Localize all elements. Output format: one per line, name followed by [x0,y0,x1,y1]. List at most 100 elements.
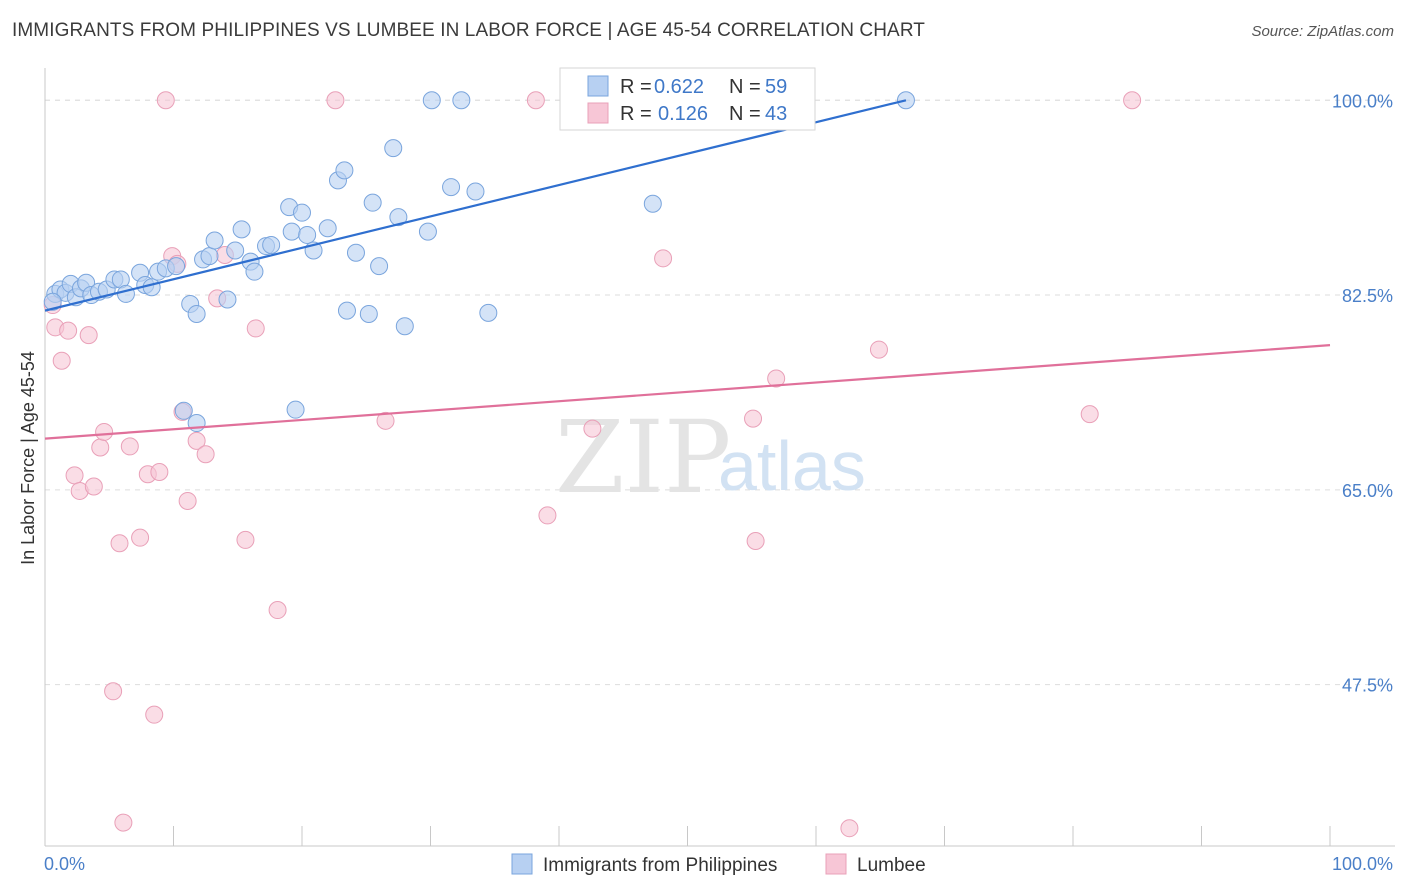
lumbee-point [120,437,139,456]
philippines-point [200,247,219,266]
philippines-point [245,262,264,281]
philippines-point [359,304,378,323]
philippines-point [232,220,251,239]
legend-n-label-1: N = [729,76,761,98]
philippines-point [205,231,224,250]
lumbee-point [746,532,765,551]
philippines-point [452,91,471,110]
source-label: Source: ZipAtlas.com [1251,23,1394,40]
lumbee-point [1080,405,1099,424]
philippines-point [384,139,403,158]
lumbee-point [84,477,103,496]
philippines-point [466,182,485,201]
philippines-point [422,91,441,110]
philippines-point [337,301,356,320]
lumbee-point [526,91,545,110]
y-tick-labels: 47.5% 65.0% 82.5% 100.0% [1332,91,1393,695]
legend-r-value-2: 0.126 [658,103,708,125]
axes [44,68,1395,847]
y-tick-label: 100.0% [1332,91,1393,111]
bottom-legend-swatch-lumbee [825,853,847,875]
lumbee-point [79,326,98,345]
legend-r-label-1: R = [620,76,652,98]
philippines-point [346,243,365,262]
philippines-point [187,304,206,323]
philippines-point [142,278,161,297]
lumbee-point [52,351,71,370]
watermark-atlas: atlas [718,427,866,505]
philippines-point [418,222,437,241]
y-axis-title: In Labor Force | Age 45-54 [18,351,38,565]
lumbee-point [187,431,206,450]
legend-n-label-2: N = [729,103,761,125]
lumbee-point [744,409,763,428]
philippines-point [282,222,301,241]
chart-title: IMMIGRANTS FROM PHILIPPINES VS LUMBEE IN… [12,20,925,41]
philippines-point [389,208,408,227]
lumbee-point [583,419,602,438]
philippines-point [318,219,337,238]
lumbee-point [145,705,164,724]
philippines-point [226,241,245,260]
lumbee-point [246,319,265,338]
lumbee-point [95,422,114,441]
lumbee-point [114,813,133,832]
philippines-point [395,317,414,336]
lumbee-point [156,91,175,110]
philippines-point [218,290,237,309]
lumbee-point [1123,91,1142,110]
philippines-point [167,257,186,276]
lumbee-point [104,682,123,701]
philippines-point [363,193,382,212]
lumbee-point [840,819,859,838]
lumbee-point [150,463,169,482]
bottom-legend-swatch-philippines [511,853,533,875]
lumbee-point [91,438,110,457]
legend-n-value-1: 59 [765,76,787,98]
correlation-legend: R = 0.622 N = 59 R = 0.126 N = 43 [559,67,816,131]
x-tick-labels: 0.0% 100.0% [44,854,1393,874]
lumbee-point [654,249,673,268]
lumbee-trend-line [44,344,1331,440]
bottom-legend-label-philippines: Immigrants from Philippines [543,855,777,876]
lumbee-point [178,491,197,510]
philippines-point [479,303,498,322]
lumbee-point [236,530,255,549]
watermark-zip: ZIP [555,399,731,516]
philippines-trend-line [44,99,907,312]
lumbee-point [110,534,129,553]
philippines-point [262,235,281,254]
y-tick-label: 47.5% [1342,676,1393,696]
philippines-point [370,257,389,276]
legend-n-value-2: 43 [765,103,787,125]
y-tick-label: 65.0% [1342,481,1393,501]
philippines-point [116,284,135,303]
legend-r-label-2: R = [620,103,652,125]
y-tick-label: 82.5% [1342,286,1393,306]
lumbee-point [376,411,395,430]
lumbee-point [767,369,786,388]
legend-r-value-1: 0.622 [654,76,704,98]
series-philippines-points [43,91,915,433]
lumbee-point [59,321,78,340]
watermark: ZIP atlas [555,399,866,516]
lumbee-point [196,445,215,464]
lumbee-point [268,601,287,620]
x-tick-label: 0.0% [44,854,85,874]
philippines-point [286,400,305,419]
lumbee-point [869,340,888,359]
lumbee-point [538,506,557,525]
philippines-point [335,161,354,180]
trend-lines [44,99,1331,440]
legend-swatch-philippines [587,75,609,97]
series-legend: Immigrants from Philippines Lumbee [511,853,926,876]
philippines-point [442,178,461,197]
lumbee-point [326,91,345,110]
lumbee-point [65,466,84,485]
legend-swatch-lumbee [587,102,609,124]
grid-lines [45,99,1395,686]
philippines-point [174,401,193,420]
lumbee-point [131,528,150,547]
philippines-point [643,194,662,213]
